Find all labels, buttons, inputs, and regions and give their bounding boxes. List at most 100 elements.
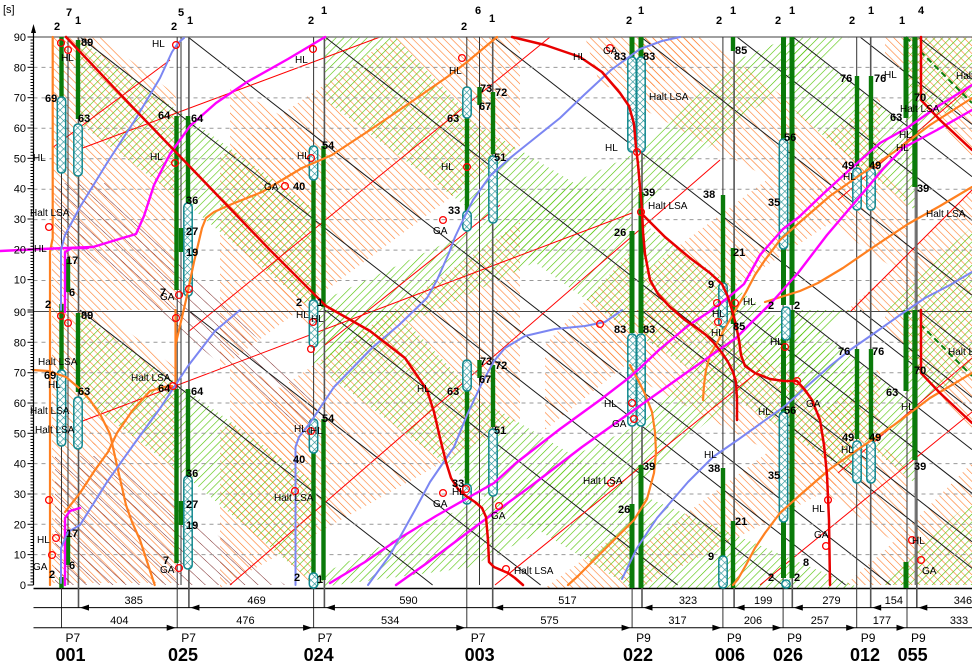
svg-text:2: 2: [768, 300, 774, 312]
svg-text:HL: HL: [884, 70, 897, 81]
svg-text:50: 50: [14, 153, 26, 165]
svg-text:2: 2: [849, 15, 855, 27]
svg-text:72: 72: [495, 360, 507, 372]
svg-text:P9: P9: [727, 631, 742, 645]
svg-text:51: 51: [494, 425, 506, 437]
svg-text:64: 64: [158, 383, 171, 395]
svg-text:1: 1: [187, 15, 193, 27]
svg-text:GA: GA: [160, 565, 175, 576]
svg-text:30: 30: [14, 214, 26, 226]
svg-text:HL: HL: [770, 337, 783, 348]
svg-text:Halt LSA: Halt LSA: [38, 357, 78, 368]
svg-text:Halt LSA: Halt LSA: [514, 566, 554, 577]
svg-text:P7: P7: [318, 631, 333, 645]
svg-text:5: 5: [178, 7, 184, 19]
svg-text:21: 21: [735, 516, 747, 528]
svg-text:P9: P9: [787, 631, 802, 645]
svg-text:026: 026: [773, 645, 803, 665]
svg-text:HL: HL: [841, 445, 854, 456]
svg-text:26: 26: [614, 227, 626, 239]
svg-text:90: 90: [14, 307, 26, 319]
svg-text:64: 64: [191, 386, 204, 398]
svg-text:469: 469: [247, 595, 265, 607]
svg-text:6: 6: [69, 560, 75, 572]
svg-text:60: 60: [14, 123, 26, 135]
svg-text:85: 85: [733, 321, 745, 333]
svg-text:6: 6: [475, 5, 481, 17]
svg-text:GA: GA: [806, 399, 821, 410]
svg-text:1: 1: [317, 574, 323, 586]
svg-text:P7: P7: [181, 631, 196, 645]
svg-text:38: 38: [708, 463, 720, 475]
svg-text:HL: HL: [441, 162, 454, 173]
svg-text:54: 54: [322, 140, 335, 152]
svg-text:HL: HL: [758, 407, 771, 418]
svg-text:Halt LSA: Halt LSA: [648, 201, 688, 212]
svg-text:024: 024: [304, 645, 334, 665]
svg-text:404: 404: [110, 615, 128, 627]
svg-text:73: 73: [480, 83, 492, 95]
svg-text:40: 40: [14, 459, 26, 471]
svg-text:HL: HL: [901, 402, 914, 413]
svg-text:8: 8: [803, 557, 809, 569]
svg-text:HL: HL: [310, 426, 323, 437]
svg-text:17: 17: [66, 255, 78, 267]
svg-text:Halt LSA: Halt LSA: [131, 373, 171, 384]
svg-text:Halt LSA: Halt LSA: [900, 104, 940, 115]
svg-text:GA: GA: [603, 46, 618, 57]
svg-text:476: 476: [236, 615, 254, 627]
svg-text:[s]: [s]: [3, 4, 15, 16]
svg-text:56: 56: [784, 132, 796, 144]
svg-text:85: 85: [735, 45, 747, 57]
svg-text:022: 022: [623, 645, 653, 665]
svg-text:2: 2: [171, 21, 177, 33]
svg-text:154: 154: [885, 595, 903, 607]
svg-text:49: 49: [842, 432, 854, 444]
svg-text:39: 39: [643, 461, 655, 473]
svg-text:590: 590: [399, 595, 417, 607]
svg-text:70: 70: [914, 92, 926, 104]
svg-text:50: 50: [14, 428, 26, 440]
svg-text:1: 1: [75, 15, 81, 27]
svg-text:001: 001: [55, 645, 85, 665]
svg-text:40: 40: [293, 181, 305, 193]
svg-text:9: 9: [708, 279, 714, 291]
svg-text:Halt LSA: Halt LSA: [30, 406, 70, 417]
svg-text:30: 30: [14, 489, 26, 501]
svg-text:HL: HL: [297, 151, 310, 162]
svg-text:Halt LSA: Halt LSA: [926, 209, 966, 220]
svg-text:36: 36: [186, 195, 198, 207]
svg-text:199: 199: [754, 595, 772, 607]
svg-text:HL: HL: [33, 153, 46, 164]
svg-text:177: 177: [873, 615, 891, 627]
svg-text:1: 1: [638, 5, 644, 17]
svg-text:2: 2: [794, 572, 800, 584]
svg-text:39: 39: [914, 461, 926, 473]
svg-text:7: 7: [163, 555, 169, 567]
svg-text:40: 40: [14, 184, 26, 196]
svg-text:HL: HL: [812, 504, 825, 515]
svg-text:012: 012: [850, 645, 880, 665]
svg-text:70: 70: [914, 365, 926, 377]
svg-text:257: 257: [811, 615, 829, 627]
svg-text:33: 33: [452, 478, 464, 490]
svg-text:Halt LSA: Halt LSA: [30, 208, 70, 219]
svg-text:346: 346: [954, 595, 972, 607]
svg-text:60: 60: [14, 398, 26, 410]
svg-text:HL: HL: [296, 310, 309, 321]
svg-text:90: 90: [14, 32, 26, 44]
svg-text:323: 323: [679, 595, 697, 607]
svg-text:76: 76: [872, 346, 884, 358]
svg-text:54: 54: [322, 413, 335, 425]
svg-text:38: 38: [703, 189, 715, 201]
svg-text:2: 2: [49, 569, 55, 581]
svg-text:83: 83: [614, 51, 626, 63]
svg-text:1: 1: [789, 5, 795, 17]
svg-text:Halt: Halt: [956, 71, 972, 82]
svg-text:35: 35: [768, 470, 780, 482]
svg-text:2: 2: [626, 15, 632, 27]
svg-text:GA: GA: [922, 566, 937, 577]
svg-text:006: 006: [715, 645, 745, 665]
svg-text:2: 2: [716, 15, 722, 27]
svg-text:27: 27: [186, 226, 198, 238]
